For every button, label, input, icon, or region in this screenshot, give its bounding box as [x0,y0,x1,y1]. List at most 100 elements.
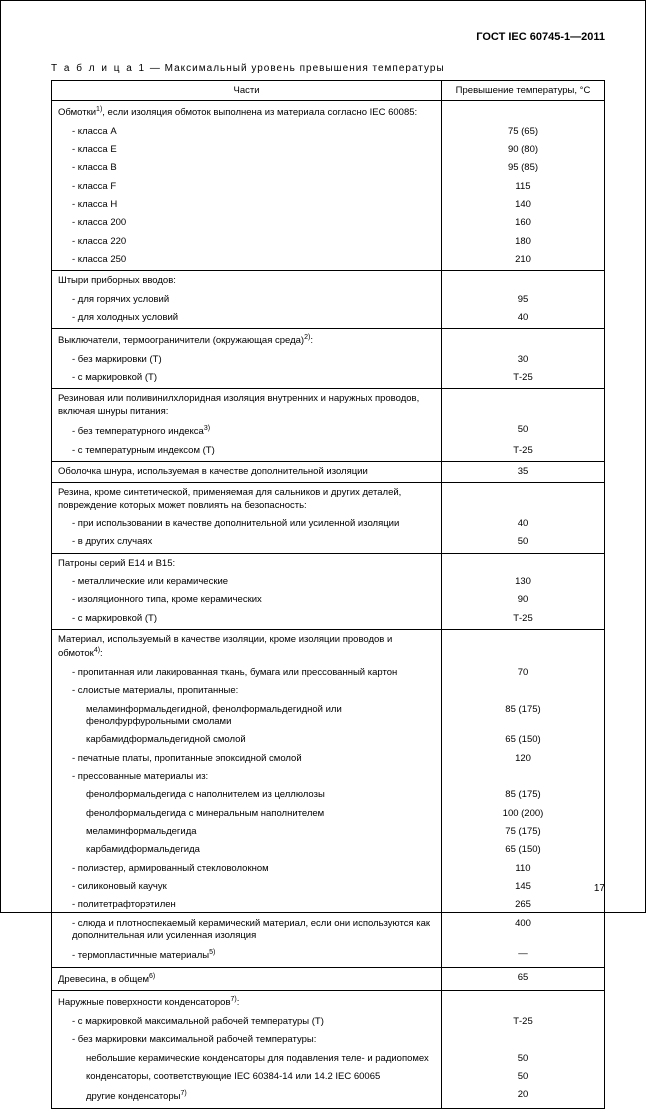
table-row: - при использовании в качестве дополните… [52,515,605,533]
table-row: - с маркировкой максимальной рабочей тем… [52,1013,605,1031]
cell-value: 90 [442,591,605,609]
cell-value: 210 [442,251,605,271]
table-row: конденсаторы, соответствующие IEC 60384-… [52,1068,605,1086]
cell-parts: Резина, кроме синтетической, применяемая… [52,483,442,515]
cell-value: 85 (175) [442,786,605,804]
table-row: - слоистые материалы, пропитанные: [52,682,605,700]
cell-value: 115 [442,178,605,196]
cell-value [442,768,605,786]
table-row: - без маркировки (Т)30 [52,351,605,369]
table-row: Оболочка шнура, используемая в качестве … [52,462,605,483]
table-row: - слюда и плотноспекаемый керамический м… [52,915,605,946]
cell-parts: Наружные поверхности конденсаторов7): [52,991,442,1013]
cell-value: Т-25 [442,369,605,389]
cell-parts: меламинформальдегида [52,823,442,841]
table-row: карбамидформальдегидной смолой65 (150) [52,731,605,749]
cell-value: 40 [442,309,605,329]
table-row: - в других случаях50 [52,533,605,553]
cell-value: 65 [442,967,605,991]
cell-parts: - политетрафторэтилен [52,896,442,914]
table-row: Патроны серий Е14 и В15: [52,553,605,573]
table-row: - класса 250210 [52,251,605,271]
cell-value: Т-25 [442,1013,605,1031]
cell-value: 85 (175) [442,701,605,732]
cell-parts: - при использовании в качестве дополните… [52,515,442,533]
cell-parts: - в других случаях [52,533,442,553]
table-row: - класса 220180 [52,233,605,251]
table-row: - полиэстер, армированный стекловолокном… [52,860,605,878]
table-row: - класса Е90 (80) [52,141,605,159]
caption-rest: — Максимальный уровень превышения темпер… [146,63,445,74]
cell-value: 75 (175) [442,823,605,841]
cell-parts: - термопластичные материалы5) [52,945,442,967]
cell-parts: небольшие керамические конденсаторы для … [52,1050,442,1068]
table-row: Штыри приборных вводов: [52,271,605,291]
cell-value [442,991,605,1013]
cell-parts: фенолформальдегида с минеральным наполни… [52,805,442,823]
cell-value: 50 [442,1068,605,1086]
cell-value: 140 [442,196,605,214]
cell-value: 130 [442,573,605,591]
table-row: - с температурным индексом (Т)Т-25 [52,442,605,462]
cell-parts: - прессованные материалы из: [52,768,442,786]
cell-parts: Древесина, в общем6) [52,967,442,991]
temperature-table: Части Превышение температуры, °С Обмотки… [51,80,605,1109]
cell-value: Т-25 [442,442,605,462]
cell-value [442,630,605,664]
cell-parts: карбамидформальдегидной смолой [52,731,442,749]
table-row: Материал, используемый в качестве изоляц… [52,630,605,664]
table-row: - термопластичные материалы5)— [52,945,605,967]
table-row: - класса 200160 [52,214,605,232]
cell-parts: Обмотки1), если изоляция обмоток выполне… [52,101,442,123]
table-row: Древесина, в общем6)65 [52,967,605,991]
cell-parts: - с маркировкой (Т) [52,610,442,630]
cell-parts: - изоляционного типа, кроме керамических [52,591,442,609]
table-row: - политетрафторэтилен265 [52,896,605,914]
cell-parts: - для холодных условий [52,309,442,329]
table-row: Наружные поверхности конденсаторов7): [52,991,605,1013]
cell-value: 180 [442,233,605,251]
cell-parts: - без маркировки (Т) [52,351,442,369]
cell-parts: - металлические или керамические [52,573,442,591]
cell-parts: - класса 200 [52,214,442,232]
cell-parts: - с маркировкой максимальной рабочей тем… [52,1013,442,1031]
cell-parts: - класса 220 [52,233,442,251]
cell-value: 160 [442,214,605,232]
cell-value: 30 [442,351,605,369]
column-header-temp: Превышение температуры, °С [442,81,605,101]
cell-parts: Оболочка шнура, используемая в качестве … [52,462,442,483]
table-row: - класса F115 [52,178,605,196]
table-row: - для горячих условий95 [52,291,605,309]
cell-value [442,1031,605,1049]
cell-value: 20 [442,1086,605,1108]
cell-parts: - без маркировки максимальной рабочей те… [52,1031,442,1049]
cell-parts: фенолформальдегида с наполнителем из цел… [52,786,442,804]
table-row: - печатные платы, пропитанные эпоксидной… [52,750,605,768]
table-row: - класса Н140 [52,196,605,214]
cell-value: 65 (150) [442,731,605,749]
cell-parts: карбамидформальдегида [52,841,442,859]
table-row: Резиновая или поливинилхлоридная изоляци… [52,389,605,421]
cell-parts: Патроны серий Е14 и В15: [52,553,442,573]
page-number: 17 [594,883,605,894]
table-row: - металлические или керамические130 [52,573,605,591]
cell-value: 65 (150) [442,841,605,859]
cell-value: 70 [442,664,605,682]
cell-parts: - пропитанная или лакированная ткань, бу… [52,664,442,682]
cell-value: 50 [442,533,605,553]
cell-value: 95 [442,291,605,309]
cell-parts: - слоистые материалы, пропитанные: [52,682,442,700]
cell-value: 75 (65) [442,123,605,141]
cell-value: 400 [442,915,605,946]
cell-parts: Штыри приборных вводов: [52,271,442,291]
cell-value: 50 [442,421,605,442]
cell-value: 35 [442,462,605,483]
table-row: - силиконовый каучук145 [52,878,605,896]
cell-parts: - класса 250 [52,251,442,271]
table-caption: Т а б л и ц а 1 — Максимальный уровень п… [51,63,605,74]
cell-value: 100 (200) [442,805,605,823]
cell-value: Т-25 [442,610,605,630]
table-row: фенолформальдегида с минеральным наполни… [52,805,605,823]
cell-parts: - класса В [52,159,442,177]
table-row: - без температурного индекса3)50 [52,421,605,442]
